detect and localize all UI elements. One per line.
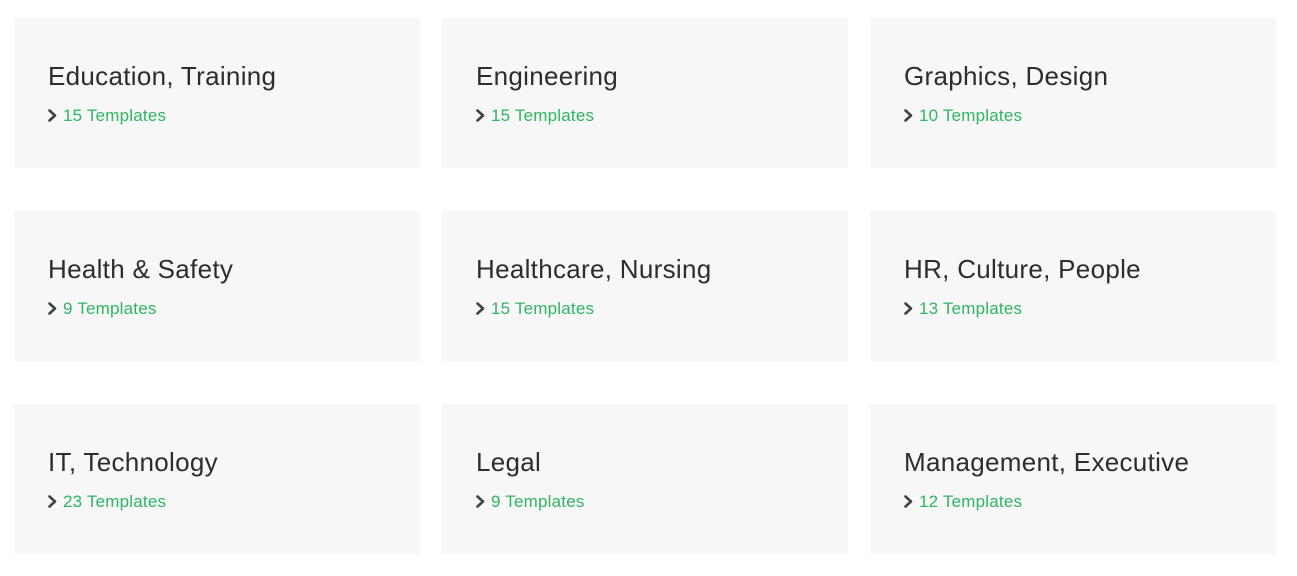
templates-count-label: 13 Templates — [919, 298, 1023, 318]
category-card[interactable]: IT, Technology 23 Templates — [14, 404, 420, 554]
templates-count-link[interactable]: 12 Templates — [904, 493, 1246, 510]
category-card[interactable]: Education, Training 15 Templates — [14, 18, 420, 168]
category-title: Engineering — [476, 61, 619, 92]
category-card[interactable]: Engineering 15 Templates — [442, 18, 848, 168]
category-title: Healthcare, Nursing — [476, 254, 712, 285]
chevron-right-icon — [48, 109, 57, 122]
category-card[interactable]: Legal 9 Templates — [442, 404, 848, 554]
chevron-right-icon — [48, 495, 57, 508]
chevron-right-icon — [904, 495, 913, 508]
chevron-right-icon — [476, 302, 485, 315]
chevron-right-icon — [476, 109, 485, 122]
templates-count-link[interactable]: 9 Templates — [48, 300, 390, 317]
chevron-right-icon — [904, 109, 913, 122]
templates-count-link[interactable]: 23 Templates — [48, 493, 390, 510]
chevron-right-icon — [476, 495, 485, 508]
templates-count-label: 9 Templates — [63, 298, 157, 318]
templates-count-label: 10 Templates — [919, 105, 1023, 125]
template-categories-grid: Education, Training 15 Templates Enginee… — [14, 18, 1276, 554]
category-card[interactable]: Healthcare, Nursing 15 Templates — [442, 211, 848, 361]
category-card[interactable]: Graphics, Design 10 Templates — [870, 18, 1276, 168]
category-title: HR, Culture, People — [904, 254, 1141, 285]
chevron-right-icon — [904, 302, 913, 315]
category-title: Management, Executive — [904, 447, 1190, 478]
category-card[interactable]: Health & Safety 9 Templates — [14, 211, 420, 361]
templates-count-label: 15 Templates — [63, 105, 167, 125]
templates-count-label: 9 Templates — [491, 491, 585, 511]
templates-count-link[interactable]: 9 Templates — [476, 493, 818, 510]
templates-count-label: 15 Templates — [491, 105, 595, 125]
category-title: IT, Technology — [48, 447, 218, 478]
templates-count-label: 23 Templates — [63, 491, 167, 511]
templates-count-link[interactable]: 15 Templates — [48, 107, 390, 124]
category-card[interactable]: Management, Executive 12 Templates — [870, 404, 1276, 554]
category-card[interactable]: HR, Culture, People 13 Templates — [870, 211, 1276, 361]
chevron-right-icon — [48, 302, 57, 315]
category-title: Legal — [476, 447, 542, 478]
templates-count-link[interactable]: 13 Templates — [904, 300, 1246, 317]
templates-count-label: 15 Templates — [491, 298, 595, 318]
templates-count-link[interactable]: 15 Templates — [476, 300, 818, 317]
category-title: Graphics, Design — [904, 61, 1109, 92]
templates-count-link[interactable]: 10 Templates — [904, 107, 1246, 124]
category-title: Health & Safety — [48, 254, 234, 285]
templates-count-link[interactable]: 15 Templates — [476, 107, 818, 124]
category-title: Education, Training — [48, 61, 277, 92]
templates-count-label: 12 Templates — [919, 491, 1023, 511]
